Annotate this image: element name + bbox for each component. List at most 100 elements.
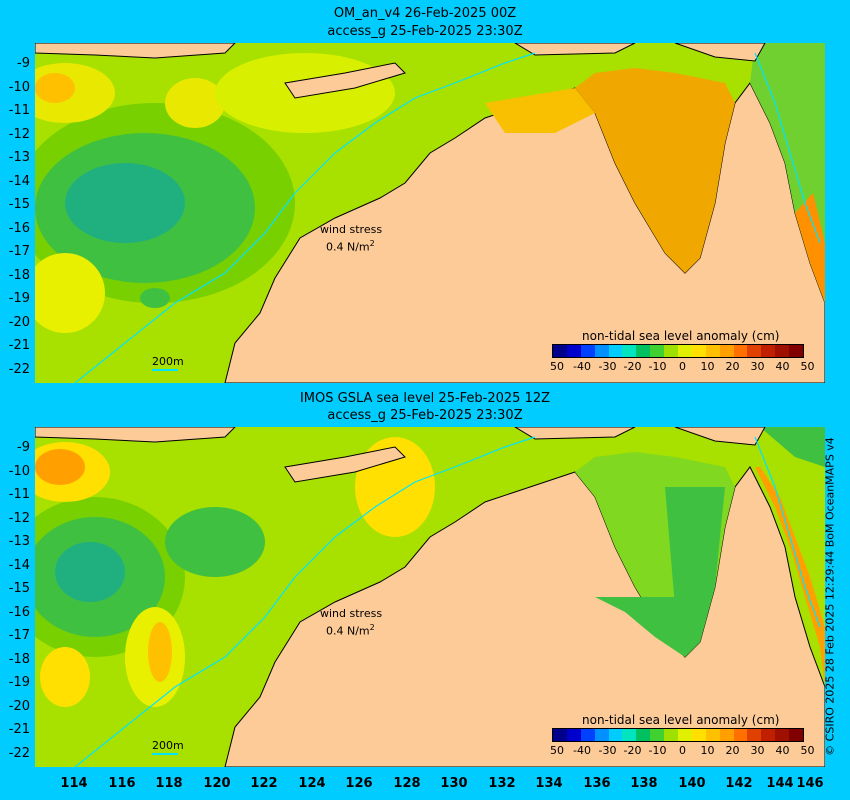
colorbar-swatch: [566, 729, 581, 741]
wind-stress-value-text: 0.4 N/m: [326, 240, 370, 254]
colorbar-tick: 0: [679, 744, 686, 757]
lat-label: -18: [8, 268, 30, 283]
panel1-colorbar-title: non-tidal sea level anomaly (cm): [582, 329, 780, 343]
colorbar-tick: 50: [800, 744, 815, 757]
colorbar-tick: 0: [679, 360, 686, 373]
lat-label: -21: [8, 338, 30, 353]
panel1-colorbar: [552, 344, 804, 358]
colorbar-swatch: [664, 345, 679, 357]
lat-label: -17: [8, 628, 30, 643]
lat-label: -11: [8, 103, 30, 118]
lon-label: 118: [155, 776, 183, 791]
lat-label: -12: [8, 511, 30, 526]
lon-label: 120: [203, 776, 231, 791]
panel1-map: [35, 43, 825, 383]
panel2-map-graphic: [35, 427, 825, 767]
lat-label: -10: [8, 464, 30, 479]
colorbar-swatch: [553, 345, 567, 357]
panel2-wind-stress-label: wind stress: [320, 607, 383, 620]
panel2-map: [35, 427, 825, 767]
colorbar-swatch: [761, 345, 776, 357]
panel1-title-line1: OM_an_v4 26-Feb-2025 00Z: [333, 6, 517, 21]
lat-label: -17: [8, 244, 30, 259]
colorbar-swatch: [789, 729, 804, 741]
colorbar-swatch: [747, 345, 762, 357]
colorbar-swatch: [650, 345, 665, 357]
colorbar-swatch: [789, 345, 804, 357]
lon-label: 128: [393, 776, 421, 791]
lat-label: -15: [8, 581, 30, 596]
colorbar-tick: -20: [623, 360, 642, 373]
colorbar-tick: 20: [725, 744, 740, 757]
panel2-title-line1: IMOS GSLA sea level 25-Feb-2025 12Z: [299, 391, 551, 406]
lon-label: 140: [678, 776, 706, 791]
colorbar-tick: -40: [573, 744, 591, 757]
colorbar-swatch: [691, 729, 706, 741]
lat-label: -11: [8, 487, 30, 502]
colorbar-swatch: [580, 729, 595, 741]
panel1-map-graphic: [35, 43, 825, 383]
colorbar-tick: -30: [598, 744, 617, 757]
colorbar-tick: -10: [648, 744, 667, 757]
colorbar-swatch: [594, 345, 609, 357]
lat-label: -15: [8, 197, 30, 212]
lat-label: -14: [8, 558, 30, 573]
colorbar-swatch: [678, 345, 692, 357]
panel1-colorbar-ticks: 50 -40 -30 -20 -10 0 10 20 30 40 50: [545, 360, 820, 373]
lat-label: -9: [17, 56, 30, 71]
lat-label: -16: [8, 221, 30, 236]
colorbar-swatch: [775, 729, 790, 741]
panel1-scale-label: 200m: [152, 355, 184, 368]
lat-label: -22: [8, 362, 30, 377]
lat-label: -20: [8, 699, 30, 714]
wind-stress-unit-exponent: 2: [369, 623, 375, 632]
wind-stress-unit-exponent: 2: [369, 239, 375, 248]
lon-label: 136: [583, 776, 611, 791]
lat-label: -10: [8, 80, 30, 95]
lon-label: 116: [108, 776, 136, 791]
colorbar-tick: 50: [550, 744, 564, 757]
lon-label: 126: [345, 776, 373, 791]
colorbar-swatch: [747, 729, 762, 741]
colorbar-tick: 50: [550, 360, 564, 373]
lat-label: -19: [8, 675, 30, 690]
lat-label: -12: [8, 127, 30, 142]
panel2-scale-line: [152, 753, 178, 755]
panel2-wind-stress-value: 0.4 N/m2: [326, 621, 375, 639]
colorbar-swatch: [761, 729, 776, 741]
lon-label: 114: [60, 776, 88, 791]
colorbar-swatch: [691, 345, 706, 357]
panel1-wind-stress-label: wind stress: [320, 223, 383, 236]
colorbar-swatch: [608, 345, 623, 357]
lon-label: 122: [250, 776, 278, 791]
colorbar-swatch: [553, 729, 567, 741]
panel2-title-line2: access_g 25-Feb-2025 23:30Z: [327, 408, 523, 423]
colorbar-tick: -20: [623, 744, 642, 757]
lon-label: 142: [725, 776, 753, 791]
lat-label: -18: [8, 652, 30, 667]
lon-label: 134: [535, 776, 563, 791]
lon-label: 124: [298, 776, 326, 791]
colorbar-tick: 10: [700, 744, 715, 757]
lon-label: 146: [796, 776, 824, 791]
lat-label: -9: [17, 440, 30, 455]
colorbar-swatch: [650, 729, 665, 741]
colorbar-tick: 40: [775, 744, 790, 757]
lon-label: 130: [440, 776, 468, 791]
colorbar-swatch: [636, 345, 651, 357]
colorbar-tick: 10: [700, 360, 715, 373]
lat-label: -20: [8, 315, 30, 330]
colorbar-swatch: [705, 345, 720, 357]
colorbar-swatch: [622, 345, 637, 357]
colorbar-swatch: [733, 345, 748, 357]
colorbar-swatch: [733, 729, 748, 741]
colorbar-swatch: [705, 729, 720, 741]
colorbar-tick: 20: [725, 360, 740, 373]
lat-label: -13: [8, 534, 30, 549]
colorbar-swatch: [664, 729, 679, 741]
colorbar-swatch: [594, 729, 609, 741]
panel1-scale-line: [152, 369, 178, 371]
colorbar-tick: -10: [648, 360, 667, 373]
wind-stress-value-text: 0.4 N/m: [326, 624, 370, 638]
colorbar-swatch: [775, 345, 790, 357]
